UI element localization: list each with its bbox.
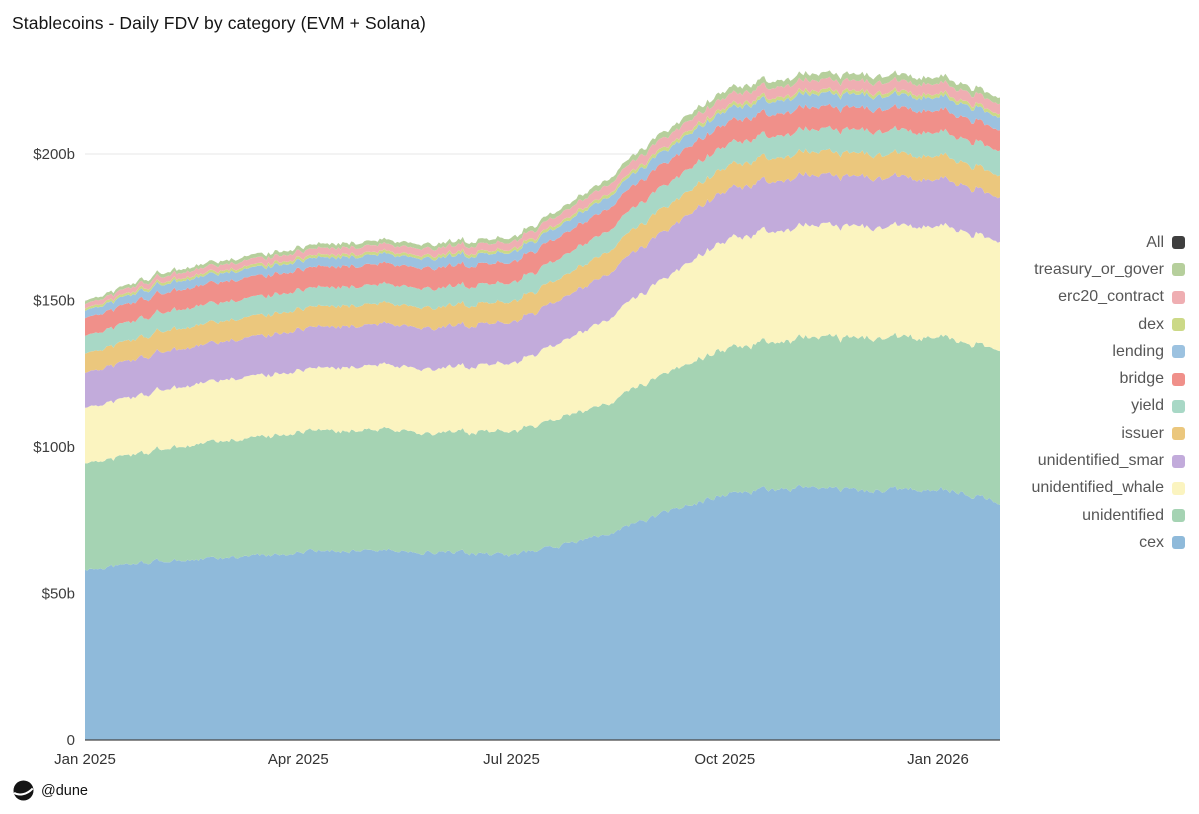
legend-swatch [1172, 509, 1185, 523]
legend-swatch [1172, 372, 1185, 386]
y-axis-label: $150b [33, 293, 75, 310]
legend-label: cex [1139, 533, 1164, 551]
area-issuer[interactable] [85, 148, 1000, 373]
legend-item-unidentified_whale[interactable]: unidentified_whale [975, 475, 1185, 502]
legend-swatch [1172, 263, 1185, 277]
x-axis-label: Jan 2026 [907, 751, 969, 768]
legend-swatch [1172, 399, 1185, 413]
area-erc20_contract[interactable] [85, 76, 1000, 309]
legend-label: unidentified_whale [1031, 479, 1164, 497]
x-axis-label: Jan 2025 [54, 751, 116, 768]
legend-item-erc20_contract[interactable]: erc20_contract [975, 284, 1185, 311]
legend-item-unidentified[interactable]: unidentified [975, 502, 1185, 529]
x-axis-label: Oct 2025 [694, 751, 755, 768]
legend-swatch [1172, 481, 1185, 495]
legend-swatch [1172, 236, 1185, 250]
area-bridge[interactable] [85, 103, 1000, 336]
legend-item-treasury_or_gover[interactable]: treasury_or_gover [975, 256, 1185, 283]
area-cex[interactable] [85, 484, 1000, 740]
legend-swatch [1172, 318, 1185, 332]
legend-item-bridge[interactable]: bridge [975, 365, 1185, 392]
x-axis-label: Apr 2025 [268, 751, 329, 768]
legend-label: erc20_contract [1058, 288, 1164, 306]
area-lending[interactable] [85, 90, 1000, 319]
legend-item-issuer[interactable]: issuer [975, 420, 1185, 447]
legend-swatch [1172, 536, 1185, 550]
y-axis-label: $50b [42, 586, 75, 603]
y-axis-label: 0 [67, 732, 75, 749]
dune-handle: @dune [41, 782, 88, 799]
legend-swatch [1172, 427, 1185, 441]
legend-item-yield[interactable]: yield [975, 393, 1185, 420]
legend-label: unidentified_smar [1037, 452, 1164, 470]
area-unidentified[interactable] [85, 332, 1000, 571]
y-axis-label: $200b [33, 146, 75, 163]
legend-label: lending [1112, 342, 1164, 360]
dune-attribution[interactable]: @dune [13, 780, 88, 801]
legend-swatch [1172, 345, 1185, 359]
y-axis-label: $100b [33, 439, 75, 456]
area-treasury_or_gover[interactable] [85, 70, 1000, 305]
legend-item-All[interactable]: All [975, 229, 1185, 256]
legend-label: issuer [1121, 424, 1164, 442]
legend-item-dex[interactable]: dex [975, 311, 1185, 338]
x-axis-label: Jul 2025 [483, 751, 540, 768]
legend-item-unidentified_smar[interactable]: unidentified_smar [975, 447, 1185, 474]
legend-label: yield [1131, 397, 1164, 415]
area-unidentified_whale[interactable] [85, 221, 1000, 464]
legend-swatch [1172, 454, 1185, 468]
legend-label: dex [1138, 315, 1164, 333]
legend-label: bridge [1119, 370, 1164, 388]
legend-item-lending[interactable]: lending [975, 338, 1185, 365]
dune-logo-icon [13, 780, 34, 801]
chart-title: Stablecoins - Daily FDV by category (EVM… [12, 13, 426, 33]
legend-label: unidentified [1082, 506, 1164, 524]
legend-item-cex[interactable]: cex [975, 529, 1185, 556]
legend-swatch [1172, 290, 1185, 304]
area-unidentified_smar[interactable] [85, 171, 1000, 408]
legend-label: treasury_or_gover [1034, 260, 1164, 278]
legend-label: All [1146, 233, 1164, 251]
area-yield[interactable] [85, 125, 1000, 354]
